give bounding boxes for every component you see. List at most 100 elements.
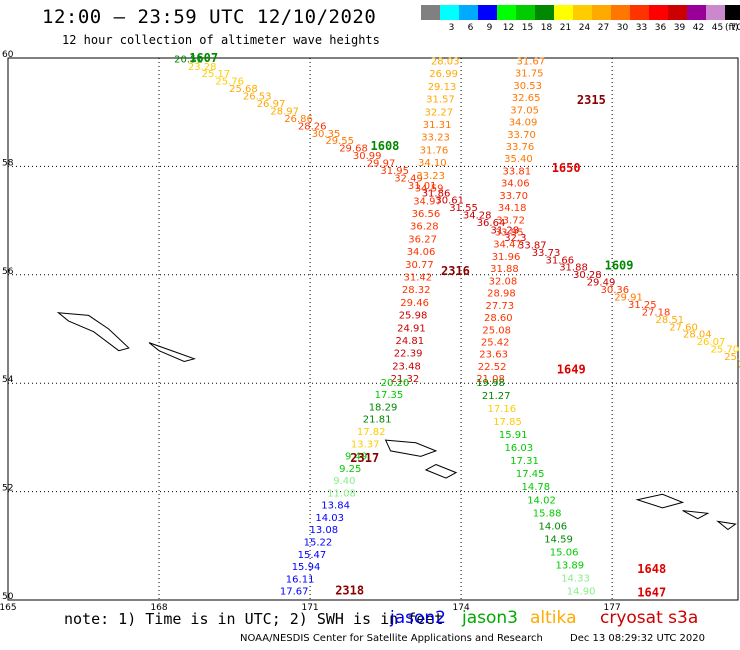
wave-height-value: 30.28	[573, 270, 602, 281]
scale-swatch	[421, 5, 440, 20]
wave-height-value: 15.22	[304, 538, 333, 549]
wave-height-value: 32.08	[489, 276, 518, 287]
wave-height-value: 28.26	[298, 121, 327, 132]
wave-height-value: 14.59	[544, 534, 573, 545]
island-outline	[148, 342, 196, 363]
wave-height-value: 30.61	[435, 196, 464, 207]
wave-height-value: 21.08	[476, 374, 505, 385]
wave-height-value: 18.29	[369, 403, 398, 414]
wave-height-value: 25.17	[202, 69, 231, 80]
wave-height-value: 25.1	[724, 352, 740, 363]
scale-label: 30	[616, 23, 629, 33]
track-time-label: 1648	[637, 562, 666, 576]
wave-height-value: 31.95	[380, 166, 409, 177]
wave-height-value: 14.90	[567, 587, 596, 598]
island-outline	[384, 439, 438, 457]
lat-label: 56	[2, 267, 14, 277]
wave-height-value: 32.3	[504, 233, 526, 244]
legend-jason2: jason2	[390, 608, 446, 628]
wave-height-value: 17.31	[510, 456, 539, 467]
track-time-label: 2316	[441, 264, 470, 278]
scale-swatch	[516, 5, 535, 20]
wave-height-value: 15.94	[292, 562, 321, 573]
lat-label: 60	[2, 50, 14, 60]
wave-height-value: 28.51	[656, 315, 685, 326]
wave-height-value: 32.27	[425, 107, 454, 118]
island-outline	[716, 520, 737, 531]
wave-height-value: 26.53	[243, 92, 272, 103]
wave-height-value: 36.56	[412, 209, 441, 220]
scale-swatch	[440, 5, 459, 20]
scale-swatch	[611, 5, 630, 20]
wave-height-value: 33.70	[507, 130, 536, 141]
scale-label: 21	[559, 23, 572, 33]
track-time-label: 2315	[577, 93, 606, 107]
lon-label: 165	[0, 603, 17, 613]
wave-height-value: 31.55	[449, 203, 478, 214]
wave-height-value: 11.08	[327, 488, 356, 499]
wave-height-value: 22.52	[478, 362, 507, 373]
wave-height-value: 31.88	[490, 264, 519, 275]
wave-height-value: 28.03	[431, 57, 460, 68]
scale-swatch	[592, 5, 611, 20]
track-time-label: 1607	[189, 51, 218, 65]
scale-swatch	[649, 5, 668, 20]
wave-height-value: 26.97	[257, 99, 286, 110]
wave-height-value: 33.95	[495, 228, 524, 239]
scale-swatch	[573, 5, 592, 20]
scale-label: 36	[654, 23, 667, 33]
wave-height-value: 9.25	[339, 464, 361, 475]
scale-label: 3	[448, 23, 455, 33]
legend-altika: altika	[530, 608, 577, 628]
timestamp-text: Dec 13 08:29:32 UTC 2020	[570, 633, 705, 644]
wave-height-value: 31.31	[423, 120, 452, 131]
wave-height-value: 31.88	[559, 263, 588, 274]
wave-height-value: 21.32	[391, 374, 420, 385]
wave-height-value: 13.84	[321, 501, 350, 512]
wave-height-value: 30.53	[513, 81, 542, 92]
wave-height-value: 13.89	[556, 561, 585, 572]
wave-height-value: 17.16	[488, 404, 517, 415]
wave-height-value: 33.87	[518, 240, 547, 251]
wave-height-value: 24.81	[396, 336, 425, 347]
wave-height-value: 34.47	[493, 240, 522, 251]
wave-height-value: 23.63	[479, 350, 508, 361]
legend-jason3: jason3	[462, 608, 518, 628]
wave-height-value: 34.06	[407, 247, 436, 258]
scale-label: 18	[540, 23, 553, 33]
wave-height-value: 29.68	[339, 144, 368, 155]
wave-height-value: 22.39	[394, 349, 423, 360]
scale-label: 27	[597, 23, 610, 33]
wave-height-value: 25.2	[738, 360, 740, 371]
wave-height-value: 31.76	[420, 145, 449, 156]
wave-height-value: 23.28	[188, 62, 217, 73]
wave-height-value: 26.07	[697, 337, 726, 348]
track-time-label: 1608	[371, 139, 400, 153]
track-time-label: 1609	[605, 258, 634, 272]
wave-height-value: 20.20	[381, 378, 410, 389]
track-time-label: 1649	[557, 362, 586, 376]
wave-height-value: 15.91	[499, 430, 528, 441]
wave-height-value: 17.35	[375, 390, 404, 401]
wave-height-value: 26.86	[284, 114, 313, 125]
wave-height-value: 9.49	[345, 452, 367, 463]
wave-height-value: 20.51	[174, 54, 203, 65]
wave-height-value: 29.91	[614, 293, 643, 304]
wave-height-value: 36.64	[477, 218, 506, 229]
island-outline	[424, 463, 458, 479]
wave-height-value: 29.55	[325, 136, 354, 147]
wave-height-value: 17.45	[516, 469, 545, 480]
wave-height-value: 27.73	[486, 301, 515, 312]
wave-height-value: 33.76	[506, 142, 535, 153]
wave-height-value: 33.23	[416, 171, 445, 182]
island-outline	[56, 312, 130, 352]
scale-label: 33	[635, 23, 648, 33]
wave-height-value: 25.70	[711, 345, 740, 356]
scale-label: 42	[692, 23, 705, 33]
wave-height-value: 29.46	[400, 298, 429, 309]
wave-height-value: 31.01	[408, 181, 437, 192]
wave-height-value: 33.73	[532, 248, 561, 259]
lat-label: 52	[2, 484, 13, 494]
wave-height-value: 33.72	[496, 215, 525, 226]
page-title: 12:00 – 23:59 UTC 12/10/2020	[42, 6, 377, 28]
